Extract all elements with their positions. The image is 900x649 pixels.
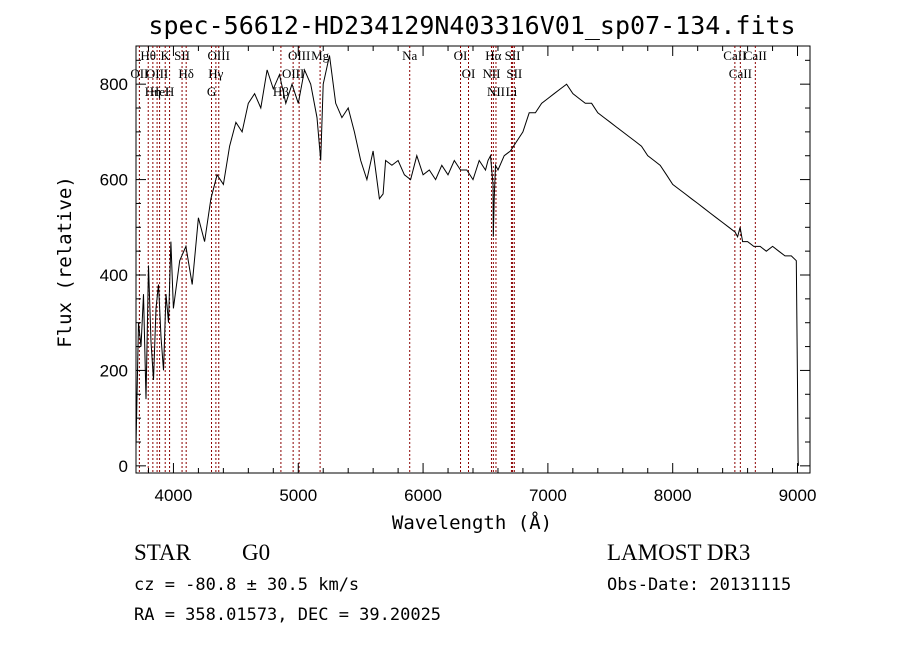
spectral-line-label: OIII <box>208 48 230 63</box>
y-tick-label: 400 <box>100 266 128 285</box>
spectral-line-label: K <box>161 48 171 63</box>
spectral-line-label: NII <box>487 84 505 99</box>
x-axis-ticks: 4000 5000 6000 7000 8000 9000 <box>147 46 817 505</box>
redshift-value: cz = -80.8 ± 30.5 km/s <box>134 575 359 595</box>
spectral-line-label: Hγ <box>208 66 223 81</box>
spectral-line-label: OI <box>454 48 468 63</box>
spectral-line-label: SII <box>174 48 190 63</box>
spectral-line-label: Hδ <box>178 66 194 81</box>
spectral-line-label: CaII <box>729 66 752 81</box>
coordinates: RA = 358.01573, DEC = 39.20025 <box>134 605 441 625</box>
spectral-line-label: HeI <box>150 84 170 99</box>
spectral-line-label: OIII <box>282 66 304 81</box>
spectral-line-label: CaII <box>744 48 767 63</box>
survey-name: LAMOST DR3 <box>607 540 750 565</box>
spectral-line-label: Na <box>402 48 417 63</box>
spectral-line-label: SII <box>506 66 522 81</box>
y-tick-label: 600 <box>100 171 128 190</box>
observation-date: Obs-Date: 20131115 <box>607 575 791 595</box>
plot-frame <box>135 45 811 474</box>
spectral-line-label: H <box>165 84 174 99</box>
spectral-line-label: Li <box>506 84 518 99</box>
spectral-line-label: OII <box>130 66 148 81</box>
spectral-line-label: Hα <box>485 48 501 63</box>
spectral-line-label: OI <box>462 66 476 81</box>
y-tick-label: 200 <box>100 361 128 380</box>
spectral-line-labels: HθOIIOIIIHηKHHeISIIHδOIIIHγGOIIIOIIIHβMg… <box>130 48 767 99</box>
spectral-line-label: CaII <box>723 48 746 63</box>
y-tick-label: 800 <box>100 75 128 94</box>
x-tick-label: 4000 <box>155 486 193 505</box>
x-tick-label: 6000 <box>404 486 442 505</box>
x-axis-label: Wavelength (Å) <box>392 511 552 534</box>
spectral-line-label: Mg <box>311 48 330 63</box>
x-tick-label: 8000 <box>654 486 692 505</box>
spectrum-series-line <box>135 55 799 466</box>
spectral-line-label: Hθ <box>140 48 156 63</box>
object-type: STAR <box>134 540 192 565</box>
spectral-line-label: OIII <box>146 66 168 81</box>
spectral-line-label: SII <box>505 48 521 63</box>
spectral-subclass: G0 <box>242 540 270 565</box>
y-tick-label: 0 <box>119 457 128 476</box>
spectral-line-label: Hη <box>145 84 161 99</box>
x-tick-label: 5000 <box>279 486 317 505</box>
spectral-line-markers <box>138 46 756 473</box>
chart-title: spec-56612-HD234129N403316V01_sp07-134.f… <box>148 11 795 40</box>
y-axis-ticks: 0 200 400 600 800 <box>100 59 810 476</box>
spectral-line-label: NII <box>482 66 500 81</box>
x-tick-label: 9000 <box>779 486 817 505</box>
x-tick-label: 7000 <box>529 486 567 505</box>
spectral-line-label: G <box>207 84 216 99</box>
spectral-line-label: OIII <box>288 48 310 63</box>
y-axis-label: Flux (relative) <box>54 176 76 348</box>
spectral-line-label: Hβ <box>273 84 289 99</box>
